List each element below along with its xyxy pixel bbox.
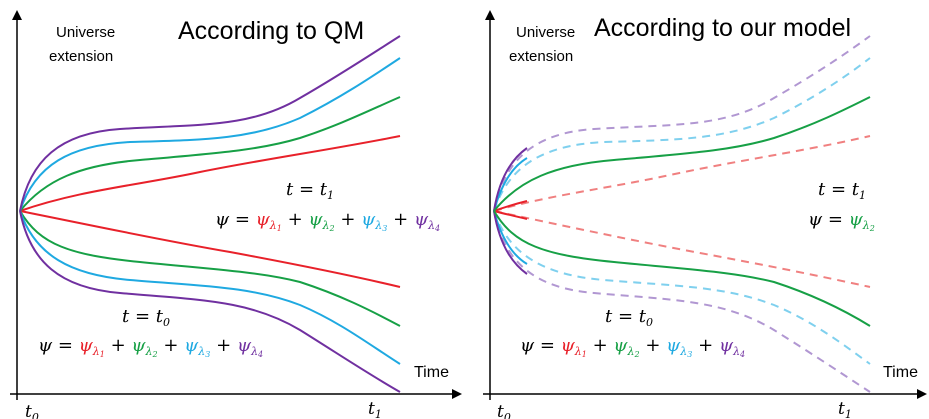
y-axis-label-line1: Universe xyxy=(516,24,575,41)
curve-lambda2-upper xyxy=(19,96,401,212)
curve-lambda3-lower xyxy=(19,210,401,365)
curve-lambda1-lower-faded xyxy=(493,210,871,288)
tick-t1: t1 xyxy=(368,399,382,419)
curve-lambda4-upper xyxy=(19,35,401,212)
curve-lambda4-lower-start xyxy=(493,210,528,275)
y-axis-label-line2: extension xyxy=(49,48,113,65)
curve-lambda1-upper-faded xyxy=(493,135,871,212)
curve-lambda4-upper-start xyxy=(493,147,528,212)
x-axis-label: Time xyxy=(883,364,918,381)
tick-t0: t0 xyxy=(497,402,511,419)
tick-t0: t0 xyxy=(25,402,39,419)
y-axis-label-line2: extension xyxy=(509,48,573,65)
equation-psi-t0: ψ = ψλ1 + ψλ2 + ψλ3 + ψλ4 xyxy=(520,335,745,362)
y-axis-label-line1: Universe xyxy=(56,24,115,41)
curve-lambda3-upper xyxy=(19,57,401,212)
panel-title: According to QM xyxy=(178,17,364,45)
equation-time-t0: t = t0 xyxy=(605,306,653,329)
equation-time-t1: t = t1 xyxy=(818,179,866,202)
equation-time-t1: t = t1 xyxy=(286,179,334,202)
curve-lambda4-lower-faded xyxy=(493,210,871,393)
curve-lambda2-lower xyxy=(493,210,871,327)
curve-lambda3-upper-faded xyxy=(493,57,871,212)
equation-psi-t1: ψ = ψλ2 xyxy=(808,209,875,233)
curve-lambda4-upper-faded xyxy=(493,35,871,212)
x-axis-label: Time xyxy=(414,364,449,381)
equation-psi-t0: ψ = ψλ1 + ψλ2 + ψλ3 + ψλ4 xyxy=(38,335,263,362)
curve-lambda3-lower-faded xyxy=(493,210,871,365)
panel-our-model: According to our model Universe extensio… xyxy=(483,10,927,419)
curve-lambda1-lower-start xyxy=(493,210,528,220)
panel-title: According to our model xyxy=(594,14,851,42)
curve-lambda2-upper xyxy=(493,96,871,212)
equation-time-t0: t = t0 xyxy=(122,306,170,329)
curve-lambda1-upper xyxy=(19,135,401,212)
curve-lambda2-lower xyxy=(19,210,401,327)
equation-psi-t1: ψ = ψλ1 + ψλ2 + ψλ3 + ψλ4 xyxy=(215,209,440,236)
curve-lambda4-lower xyxy=(19,210,401,393)
tick-t1: t1 xyxy=(838,399,852,419)
curve-lambda1-lower xyxy=(19,210,401,288)
panel-qm: According to QM Universe extension Time … xyxy=(10,10,462,419)
curve-lambda1-upper-start xyxy=(493,200,528,212)
